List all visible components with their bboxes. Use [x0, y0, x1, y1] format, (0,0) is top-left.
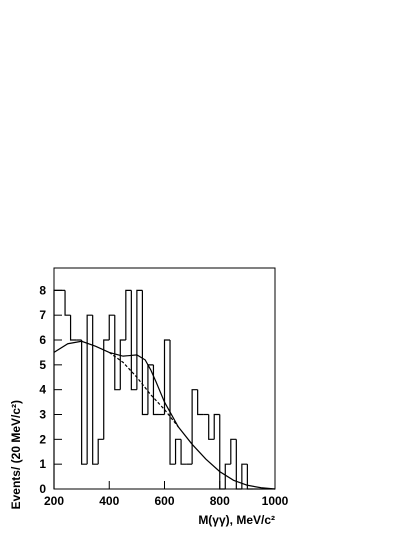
histogram-bin [97, 438, 104, 465]
histogram-bin [64, 290, 71, 316]
histogram-bin [130, 290, 137, 391]
histogram-bin [197, 389, 204, 416]
histogram-bin [147, 364, 154, 415]
x-tick-label: 600 [154, 494, 174, 508]
x-tick-label: 800 [210, 494, 230, 508]
y-axis-label: Events/ (20 MeV/c²) [9, 400, 23, 509]
fit-curve [53, 340, 276, 490]
y-tick-label: 5 [39, 358, 46, 372]
histogram-bin [180, 439, 187, 465]
histogram-bin [163, 339, 171, 415]
y-tick-label: 8 [39, 283, 46, 297]
histogram-bin [53, 289, 60, 489]
histogram-bin [246, 464, 253, 490]
y-tick-label: 3 [39, 408, 46, 422]
histogram-bin [86, 314, 93, 465]
y-tick-label: 7 [39, 308, 46, 322]
histogram-bin [125, 289, 132, 341]
y-tick-label: 6 [39, 333, 46, 347]
y-tick-label: 2 [39, 432, 46, 446]
histogram-bin [136, 289, 143, 390]
histogram-bin [152, 364, 159, 416]
histogram-bin [119, 339, 126, 390]
histogram-bin [219, 414, 226, 490]
histogram-bin [174, 438, 182, 465]
histogram-bin [81, 340, 88, 465]
histogram-bin [69, 315, 77, 341]
y-tick-label: 1 [39, 457, 46, 471]
histogram-bin [213, 413, 220, 440]
x-axis-label: M(γγ), MeV/c² [198, 513, 275, 527]
histogram-bin [230, 438, 237, 465]
y-tick-label: 4 [39, 383, 46, 397]
histogram-bin [92, 315, 99, 465]
histogram-bin [108, 314, 115, 341]
histogram-bin [114, 315, 121, 391]
histogram-bin [235, 439, 242, 490]
histogram-bin [141, 290, 148, 416]
x-tick-label: 200 [44, 494, 64, 508]
histogram-bin [191, 389, 198, 465]
histogram-bin [241, 463, 248, 489]
histogram-bin [208, 414, 215, 440]
histogram-bin [103, 339, 110, 440]
histogram-bin [169, 340, 176, 465]
x-tick-label: 1000 [262, 494, 289, 508]
histogram-bin [224, 463, 231, 489]
y-tick-label: 0 [39, 482, 46, 496]
x-tick-label: 400 [99, 494, 119, 508]
